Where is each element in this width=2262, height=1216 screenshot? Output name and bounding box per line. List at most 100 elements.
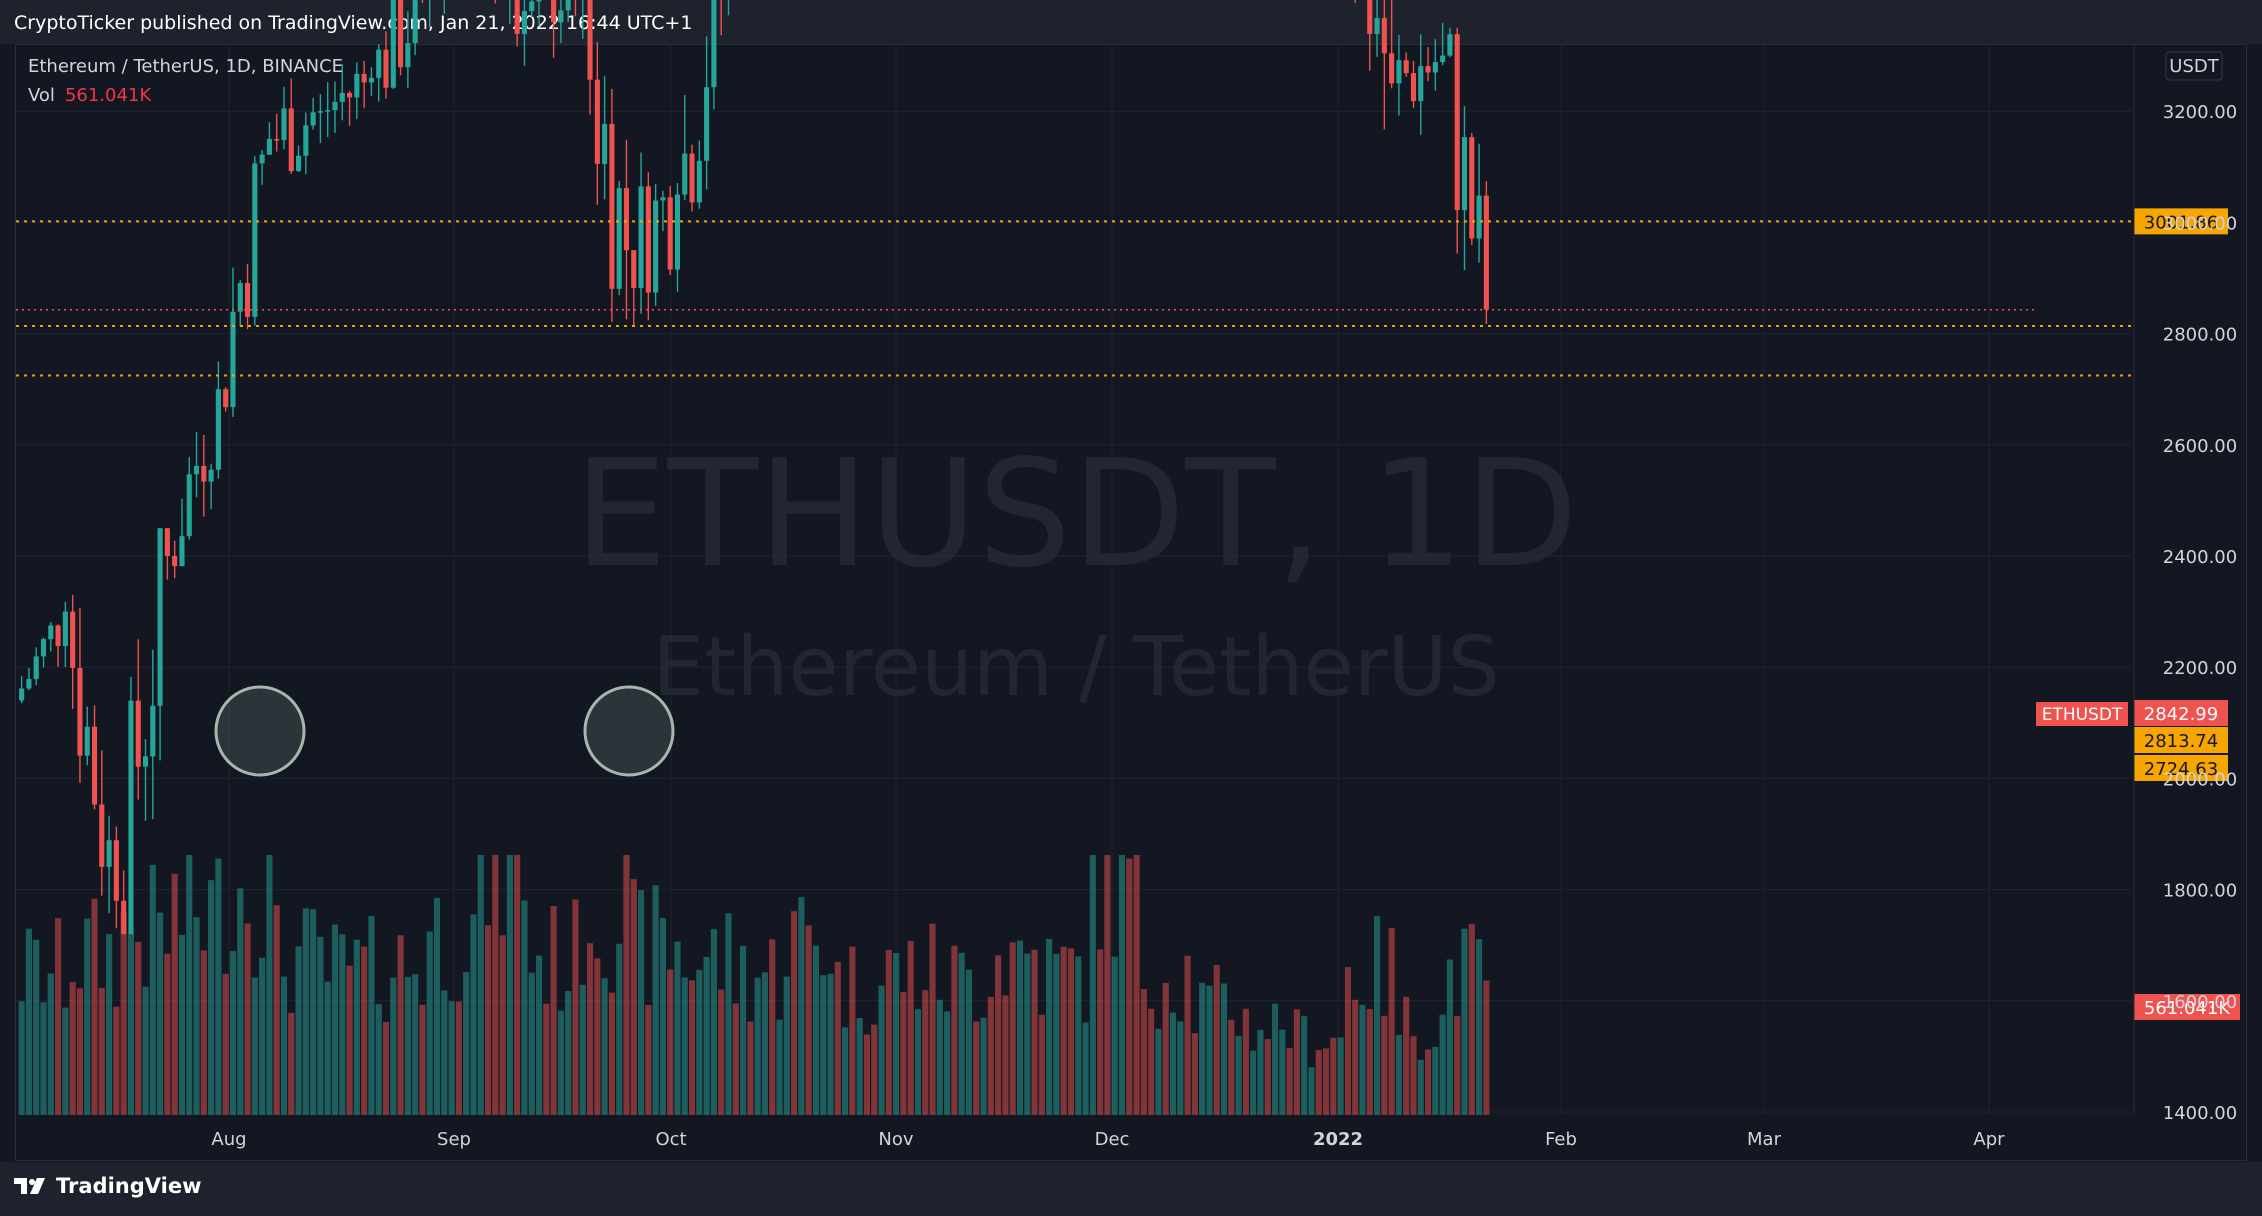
candle-body — [106, 840, 112, 867]
chart-frame[interactable] — [15, 44, 2247, 1161]
candle-body — [179, 536, 185, 567]
candle-body — [40, 639, 47, 657]
volume-bar — [1432, 1046, 1439, 1115]
time-axis: Aug Sep Oct Nov Dec 2022 Feb Mar Apr — [211, 1129, 2005, 1150]
candle-body — [405, 43, 411, 68]
volume-bar — [492, 855, 499, 1115]
candle-body — [296, 155, 302, 172]
volume-bar — [667, 969, 674, 1115]
volume-bar — [594, 958, 601, 1115]
candle-body — [704, 87, 710, 161]
volume-bar — [470, 914, 477, 1115]
volume-bar — [142, 986, 149, 1115]
volume-bar — [878, 985, 885, 1115]
volume-bar — [317, 936, 324, 1115]
volume-bar — [178, 934, 186, 1115]
volume-bar — [725, 913, 732, 1115]
volume-bar — [1468, 923, 1475, 1115]
x-tick-label: Oct — [655, 1129, 686, 1150]
candle-body — [1367, 0, 1373, 35]
volume-bar — [1038, 1014, 1045, 1115]
volume-bar — [1199, 982, 1206, 1115]
volume-bar — [353, 939, 360, 1115]
volume-bar — [1410, 1036, 1417, 1115]
volume-bar — [1373, 916, 1381, 1115]
volume-bar — [237, 888, 244, 1115]
candle-body — [26, 678, 32, 689]
candle-body — [412, 0, 418, 44]
x-tick-label: Feb — [1545, 1129, 1577, 1150]
volume-bar — [1359, 1004, 1366, 1115]
candle-body — [529, 1, 535, 12]
watermark-name: Ethereum / TetherUS — [652, 620, 1499, 715]
tradingview-logo[interactable]: TradingView — [14, 1174, 201, 1198]
volume-bar — [361, 946, 368, 1115]
candle-body — [91, 726, 98, 805]
candle-body — [354, 73, 360, 98]
candle-body — [142, 756, 149, 767]
volume-bar — [499, 935, 506, 1115]
volume-bar — [1424, 1049, 1432, 1115]
volume-bar — [1395, 1034, 1402, 1115]
chart-legend: Ethereum / TetherUS, 1D, BINANCE Vol 561.… — [28, 56, 343, 106]
volume-bar — [1220, 983, 1228, 1115]
candle-body — [667, 197, 673, 270]
volume-bar — [936, 999, 943, 1115]
y-tick-label: 3200.00 — [2163, 102, 2237, 123]
candle-body — [638, 186, 644, 289]
volume-bar — [404, 976, 411, 1115]
candle-body — [1374, 18, 1380, 35]
candle-body — [521, 11, 528, 34]
candle-body — [1454, 34, 1460, 211]
volume-bar — [1344, 967, 1351, 1115]
level-price-label: 2813.74 — [2144, 731, 2218, 752]
volume-bar — [674, 941, 681, 1115]
volume-bar — [1002, 995, 1009, 1115]
candle-body — [565, 0, 571, 11]
volume-bar — [91, 898, 98, 1115]
volume-bar — [229, 951, 237, 1115]
y-tick-label: 1600.00 — [2163, 992, 2237, 1013]
volume-bar — [266, 855, 273, 1115]
volume-bar — [200, 950, 207, 1115]
volume-bar — [1264, 1039, 1271, 1115]
volume-bar — [339, 934, 346, 1115]
volume-value: 561.041K — [64, 85, 152, 106]
volume-bar — [477, 855, 484, 1115]
volume-bar — [681, 977, 688, 1115]
candle-body — [1432, 62, 1438, 73]
volume-bar — [47, 973, 54, 1115]
candle-body — [157, 528, 163, 706]
volume-bar — [1308, 1067, 1315, 1115]
volume-bar — [521, 900, 528, 1115]
candle-body — [172, 556, 178, 567]
current-price-label: 2842.99 — [2144, 704, 2218, 725]
candle-body — [682, 153, 688, 195]
volume-bar — [215, 858, 222, 1115]
volume-bar — [40, 1002, 47, 1115]
volume-bar — [900, 991, 907, 1115]
volume-bar — [1235, 1035, 1242, 1115]
candle-body — [1461, 137, 1468, 211]
volume-bar — [1046, 938, 1053, 1115]
volume-bar — [419, 1004, 426, 1115]
volume-bar — [346, 965, 353, 1115]
candle-body — [653, 200, 659, 293]
volume-bar — [747, 1021, 754, 1115]
candle-body — [164, 528, 170, 556]
volume-bar — [382, 1021, 390, 1115]
level-price-label: 3001.86 — [2144, 212, 2218, 233]
volume-bar — [1454, 1015, 1461, 1115]
candle-body — [1418, 66, 1424, 102]
bottom-bar — [0, 1162, 2262, 1216]
volume-bar — [1133, 855, 1140, 1115]
volume-bar — [856, 1018, 863, 1115]
candles — [19, 0, 1489, 935]
candle-body — [332, 101, 338, 111]
currency-tag — [2165, 51, 2223, 81]
volume-bar — [907, 941, 914, 1115]
candle-body — [19, 688, 25, 701]
volume-bar — [965, 969, 973, 1115]
volume-bar — [820, 975, 827, 1115]
